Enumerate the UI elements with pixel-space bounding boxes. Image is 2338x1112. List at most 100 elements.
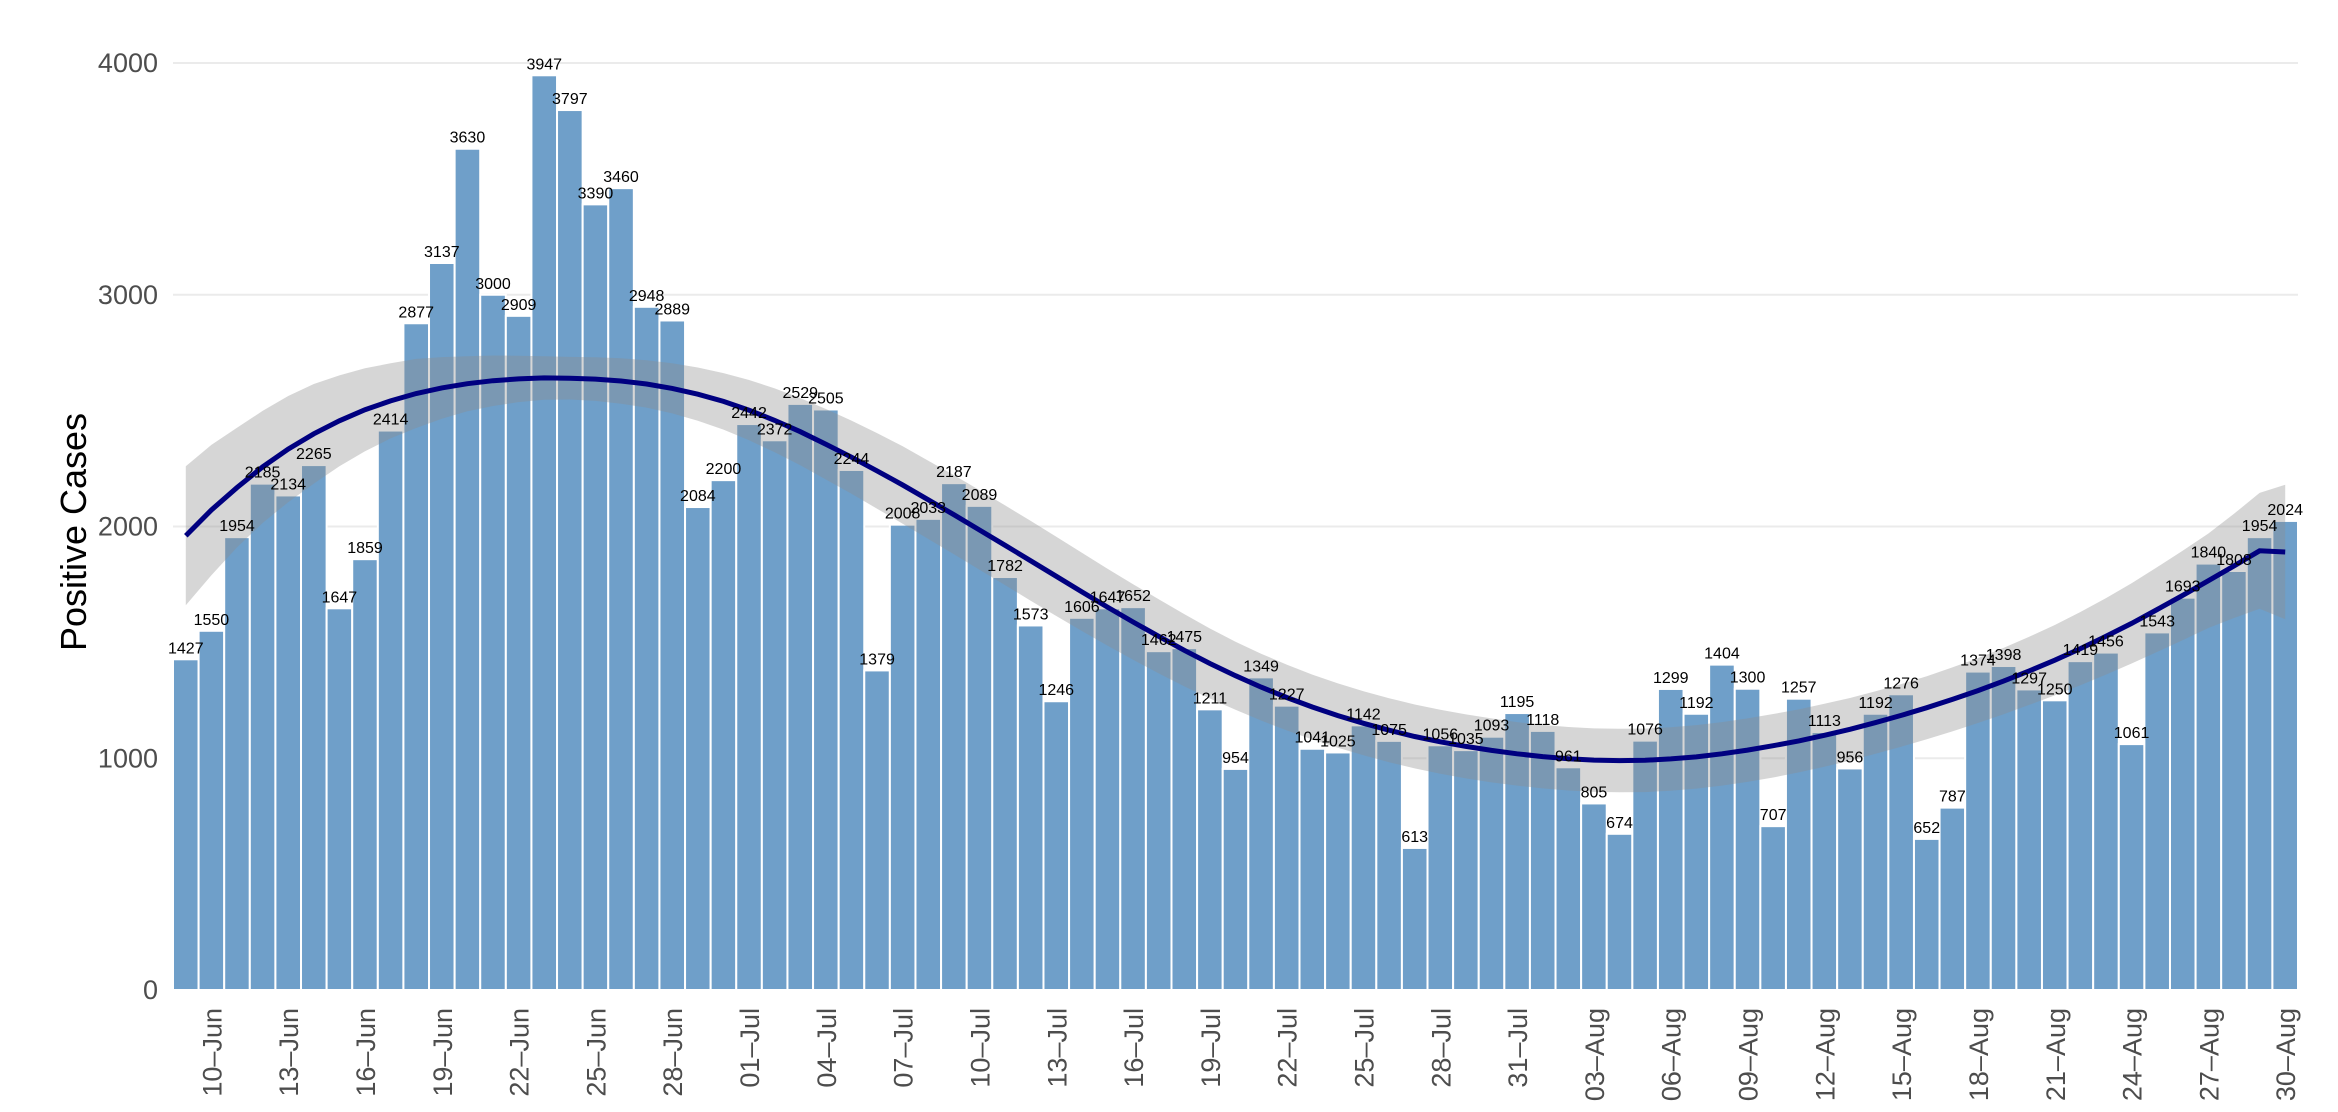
- bar: [1836, 767, 1864, 992]
- data-label: 961: [1555, 748, 1582, 765]
- x-tick-label: 13–Jun: [274, 1008, 304, 1097]
- bar: [658, 319, 687, 991]
- x-tick-label: 22–Jul: [1273, 1008, 1303, 1088]
- bar: [812, 408, 840, 991]
- x-tick-label: 03–Aug: [1580, 1008, 1610, 1101]
- data-label: 2244: [834, 451, 870, 468]
- x-tick-label: 25–Jul: [1350, 1008, 1380, 1088]
- data-label: 2185: [245, 465, 281, 482]
- data-label: 954: [1222, 750, 1249, 767]
- data-label: 2505: [808, 390, 844, 407]
- trend-line-path: [184, 375, 2286, 764]
- data-label: 1652: [1115, 588, 1151, 605]
- data-label: 2033: [910, 500, 946, 517]
- bar: [2015, 688, 2043, 991]
- x-tick-label: 10–Jul: [965, 1008, 995, 1088]
- data-label: 1142: [1346, 706, 1381, 723]
- data-label: 1462: [1141, 632, 1177, 649]
- x-tick-label: 09–Aug: [1734, 1008, 1764, 1101]
- data-label: 2134: [270, 476, 306, 493]
- bar: [1631, 739, 1659, 992]
- data-label: 1076: [1627, 722, 1663, 739]
- y-axis-ticks: 0 1000 2000 3000 4000: [98, 48, 158, 1005]
- x-axis-ticks: 10–Jun 13–Jun 16–Jun 19–Jun 22–Jun 25–Jun 28–J…: [197, 1008, 2301, 1101]
- data-label: 956: [1837, 749, 1864, 766]
- x-tick-label: 04–Jul: [812, 1008, 842, 1088]
- x-tick-label: 28–Jun: [658, 1008, 688, 1097]
- data-label: 1404: [1704, 646, 1740, 663]
- data-label: 1606: [1064, 599, 1100, 616]
- x-tick-label: 10–Jun: [197, 1008, 227, 1097]
- data-label: 1349: [1243, 658, 1279, 675]
- bar: [479, 293, 507, 991]
- bar: [1426, 744, 1455, 991]
- bar: [351, 558, 379, 991]
- data-label: 1227: [1269, 687, 1305, 704]
- data-label: 2442: [731, 405, 767, 422]
- x-tick-label: 30–Aug: [2271, 1008, 2301, 1101]
- data-label: 707: [1760, 807, 1787, 824]
- bar: [940, 482, 968, 991]
- bar: [1656, 687, 1685, 991]
- bar: [837, 468, 866, 991]
- x-tick-label: 16–Jun: [351, 1008, 381, 1097]
- x-tick-label: 31–Jul: [1503, 1008, 1533, 1088]
- data-label: 2187: [936, 464, 972, 481]
- bar: [1247, 676, 1275, 991]
- x-tick-label: 16–Jul: [1119, 1008, 1149, 1088]
- y-tick-label: 0: [143, 975, 158, 1005]
- bar: [197, 629, 226, 991]
- bar: [1272, 704, 1301, 991]
- bar: [504, 314, 533, 992]
- data-label: 1113: [1808, 713, 1841, 730]
- data-label: 787: [1939, 789, 1966, 806]
- data-label: 2414: [373, 412, 409, 429]
- bar: [300, 464, 328, 991]
- data-label: 1300: [1730, 670, 1766, 687]
- data-label: 1840: [2191, 545, 2227, 562]
- data-label: 1211: [1193, 690, 1228, 707]
- data-label: 1954: [219, 518, 255, 535]
- data-label: 674: [1606, 815, 1633, 832]
- data-label: 1192: [1858, 695, 1893, 712]
- data-label: 1075: [1371, 722, 1407, 739]
- y-tick-label: 1000: [98, 743, 158, 773]
- bar: [914, 517, 943, 991]
- data-label: 1398: [1986, 647, 2022, 664]
- bar: [1580, 802, 1608, 991]
- data-label: 1276: [1883, 675, 1919, 692]
- bar: [1528, 729, 1557, 991]
- data-label: 1061: [2114, 725, 2150, 742]
- bar: [1221, 767, 1250, 992]
- data-label: 1808: [2216, 552, 2252, 569]
- bar: [1144, 650, 1173, 992]
- data-label: 2084: [680, 488, 716, 505]
- data-label: 2008: [885, 506, 921, 523]
- bar: [556, 109, 584, 992]
- bar: [1298, 747, 1327, 991]
- x-tick-label: 12–Aug: [1810, 1008, 1840, 1101]
- bar: [888, 523, 917, 991]
- x-tick-label: 18–Aug: [1964, 1008, 1994, 1101]
- y-tick-label: 4000: [98, 48, 158, 78]
- x-tick-label: 15–Aug: [1887, 1008, 1917, 1101]
- bars: [172, 74, 2300, 992]
- bar: [1912, 837, 1941, 991]
- data-label: 1195: [1500, 694, 1535, 711]
- bar: [2066, 660, 2095, 991]
- bar: [223, 536, 251, 992]
- x-tick-label: 06–Aug: [1657, 1008, 1687, 1101]
- data-label: 1427: [168, 640, 204, 657]
- data-label: 1475: [1166, 629, 1202, 646]
- data-label: 3000: [475, 276, 511, 293]
- bar: [248, 482, 277, 991]
- bar: [581, 203, 610, 991]
- data-label: 1419: [2063, 642, 2099, 659]
- data-label: 1647: [322, 589, 358, 606]
- data-label: 1093: [1474, 718, 1510, 735]
- bar: [786, 402, 815, 991]
- bar: [2117, 743, 2146, 991]
- bar: [607, 187, 635, 991]
- bar: [1989, 665, 2018, 991]
